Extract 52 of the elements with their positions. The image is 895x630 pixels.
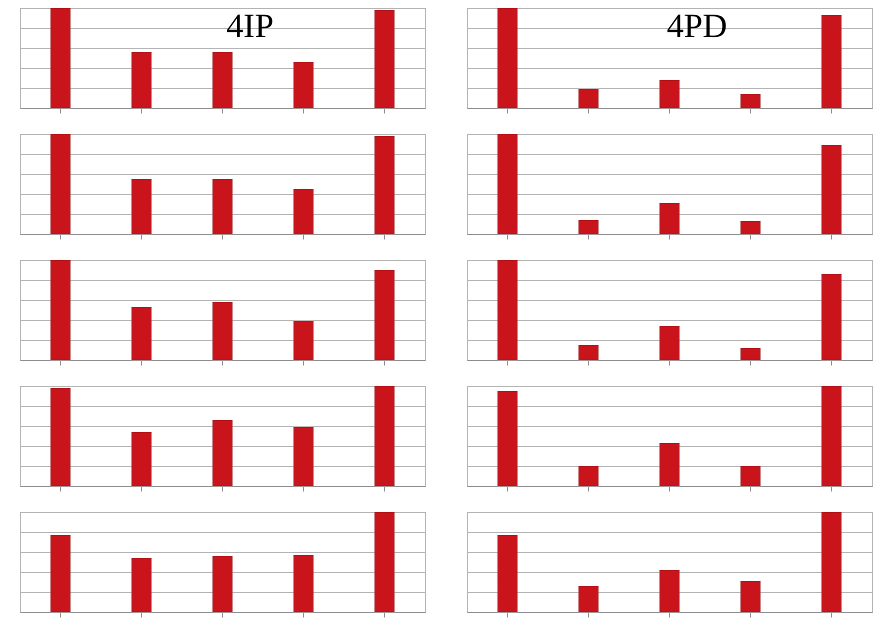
- bar: [50, 8, 70, 108]
- bar: [212, 179, 232, 234]
- bar: [212, 302, 232, 360]
- bar: [578, 89, 598, 108]
- bar: [660, 443, 680, 486]
- bar: [498, 260, 518, 360]
- bar: [822, 386, 842, 486]
- bar: [740, 466, 760, 486]
- bar: [578, 220, 598, 234]
- bar: [50, 388, 70, 486]
- bar: [132, 179, 152, 234]
- bar: [50, 134, 70, 234]
- bar: [578, 466, 598, 486]
- bar: [374, 512, 394, 612]
- bar: [132, 307, 152, 360]
- bar: [294, 189, 314, 234]
- bar: [498, 134, 518, 234]
- bar: [294, 555, 314, 612]
- bar: [578, 586, 598, 612]
- bar: [132, 52, 152, 108]
- bar: [212, 420, 232, 486]
- bar: [660, 326, 680, 360]
- bar: [498, 535, 518, 612]
- bar: [374, 136, 394, 234]
- bar: [374, 270, 394, 360]
- bar: [50, 260, 70, 360]
- bar: [374, 386, 394, 486]
- bar: [740, 348, 760, 360]
- bar: [498, 8, 518, 108]
- bar: [578, 345, 598, 360]
- bar: [740, 221, 760, 234]
- bar: [212, 556, 232, 612]
- bar: [822, 145, 842, 234]
- annotation: 4IP: [226, 8, 274, 45]
- bar: [660, 203, 680, 234]
- bar: [660, 80, 680, 108]
- bar: [50, 535, 70, 612]
- bar: [822, 15, 842, 108]
- bar: [660, 570, 680, 612]
- bar: [498, 391, 518, 486]
- bar: [740, 94, 760, 108]
- bar: [740, 581, 760, 612]
- bar: [822, 512, 842, 612]
- annotation: 4PD: [666, 8, 728, 45]
- bar: [212, 52, 232, 108]
- bar: [294, 62, 314, 108]
- bar: [822, 274, 842, 360]
- bar: [132, 432, 152, 486]
- bar: [294, 321, 314, 360]
- bar: [132, 558, 152, 612]
- bar: [374, 10, 394, 108]
- bar: [294, 427, 314, 486]
